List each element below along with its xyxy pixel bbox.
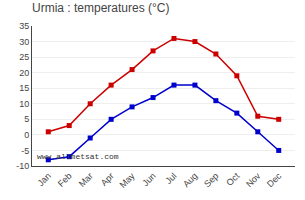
svg-text:35: 35 <box>19 21 29 31</box>
svg-text:20: 20 <box>19 68 29 78</box>
svg-text:May: May <box>118 170 137 189</box>
svg-text:Nov: Nov <box>244 170 263 189</box>
svg-text:0: 0 <box>24 130 29 140</box>
svg-text:Mar: Mar <box>77 171 95 189</box>
svg-text:Jan: Jan <box>36 171 53 188</box>
svg-text:Jun: Jun <box>140 171 157 188</box>
svg-text:Dec: Dec <box>265 170 284 189</box>
svg-text:Oct: Oct <box>224 170 241 187</box>
svg-text:10: 10 <box>19 99 29 109</box>
svg-text:30: 30 <box>19 37 29 47</box>
svg-text:Sep: Sep <box>202 171 220 189</box>
svg-text:Feb: Feb <box>56 171 74 189</box>
svg-text:5: 5 <box>24 114 29 124</box>
svg-text:25: 25 <box>19 52 29 62</box>
svg-text:Aug: Aug <box>181 171 199 189</box>
svg-text:www.allmetsat.com: www.allmetsat.com <box>37 152 119 161</box>
svg-text:15: 15 <box>19 83 29 93</box>
svg-text:-5: -5 <box>21 146 29 156</box>
svg-text:Urmia : temperatures (°C): Urmia : temperatures (°C) <box>32 1 170 15</box>
svg-text:-10: -10 <box>16 161 29 171</box>
svg-text:Apr: Apr <box>99 171 116 188</box>
svg-text:Jul: Jul <box>163 171 178 186</box>
